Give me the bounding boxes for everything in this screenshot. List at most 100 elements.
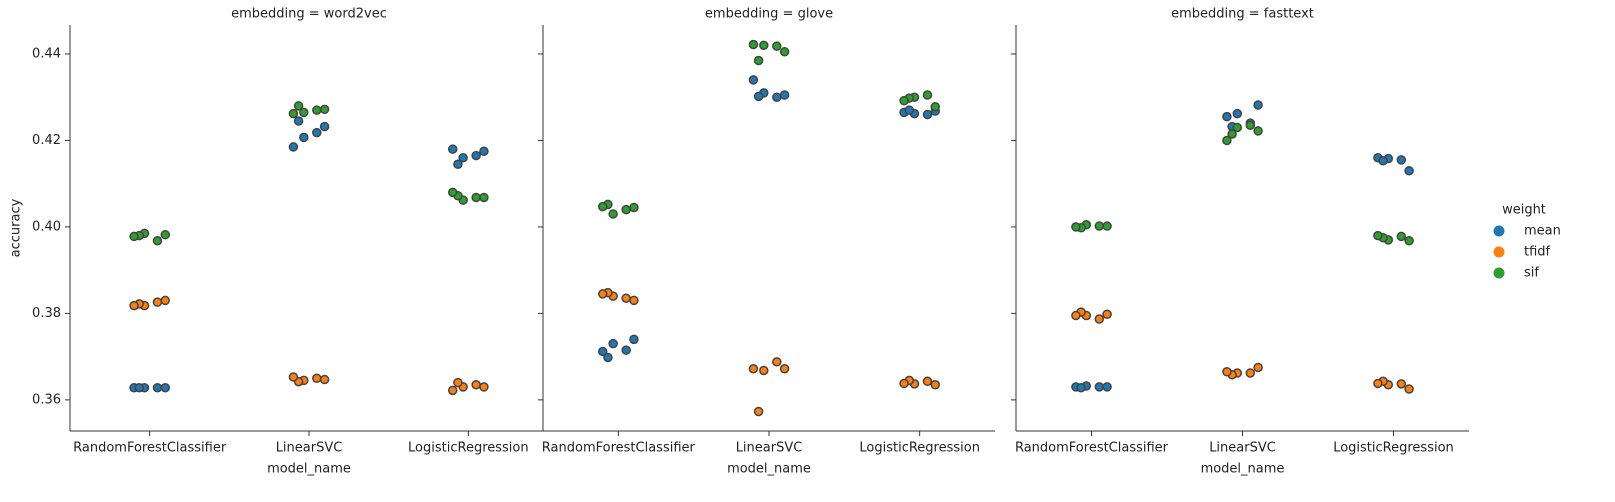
point bbox=[621, 345, 631, 355]
point bbox=[1404, 384, 1414, 394]
point bbox=[312, 127, 322, 138]
x-axis-label: model_name bbox=[267, 462, 351, 477]
point bbox=[152, 383, 163, 393]
point bbox=[1071, 310, 1081, 321]
point bbox=[753, 55, 764, 66]
legend-marker bbox=[1493, 267, 1505, 279]
point bbox=[1102, 221, 1112, 231]
point bbox=[629, 295, 639, 306]
point bbox=[312, 373, 322, 384]
point bbox=[1373, 378, 1383, 389]
point bbox=[1076, 383, 1086, 393]
point bbox=[288, 372, 299, 382]
point bbox=[160, 295, 171, 306]
point bbox=[319, 121, 330, 132]
series bbox=[129, 101, 489, 246]
point bbox=[621, 293, 631, 304]
point bbox=[1071, 222, 1081, 232]
legend-marker bbox=[1493, 225, 1505, 237]
point bbox=[152, 297, 163, 307]
series bbox=[129, 295, 489, 396]
point bbox=[1232, 108, 1243, 119]
point bbox=[293, 101, 304, 111]
series bbox=[597, 75, 941, 363]
point bbox=[1222, 367, 1232, 377]
x-tick-label: LogisticRegression bbox=[1333, 441, 1454, 456]
x-tick-label: LinearSVC bbox=[1209, 441, 1276, 456]
point bbox=[471, 192, 481, 203]
point bbox=[629, 202, 639, 213]
point bbox=[779, 363, 790, 374]
point bbox=[899, 378, 909, 389]
y-axis-label: accuracy bbox=[9, 198, 24, 257]
x-tick-label: LogisticRegression bbox=[408, 441, 529, 456]
x-tick-label: RandomForestClassifier bbox=[1015, 441, 1169, 456]
series bbox=[129, 116, 489, 393]
point bbox=[299, 107, 309, 118]
legend-title: weight bbox=[1502, 203, 1546, 218]
point bbox=[922, 376, 933, 387]
legend-label: sif bbox=[1524, 266, 1539, 281]
point bbox=[930, 379, 941, 390]
point bbox=[922, 90, 933, 100]
point bbox=[288, 142, 299, 152]
point bbox=[597, 201, 608, 212]
facet-title: embedding = glove bbox=[705, 7, 833, 22]
point bbox=[1094, 382, 1105, 392]
point bbox=[748, 75, 759, 85]
point bbox=[1227, 129, 1237, 139]
point bbox=[1404, 165, 1414, 176]
point bbox=[603, 352, 613, 363]
point bbox=[479, 146, 489, 157]
point bbox=[899, 95, 909, 106]
point bbox=[299, 132, 309, 143]
point bbox=[748, 363, 759, 374]
point bbox=[753, 91, 764, 102]
point bbox=[1232, 122, 1243, 133]
x-axis-label: model_name bbox=[1201, 462, 1285, 477]
series bbox=[597, 287, 941, 417]
point bbox=[621, 204, 631, 215]
point bbox=[1094, 221, 1105, 231]
facet-title: embedding = fasttext bbox=[1171, 7, 1314, 22]
point bbox=[629, 334, 639, 345]
point bbox=[748, 39, 759, 50]
point bbox=[152, 236, 163, 246]
y-tick-label: 0.44 bbox=[32, 46, 61, 61]
point bbox=[129, 300, 139, 311]
point bbox=[608, 209, 618, 219]
point bbox=[453, 377, 463, 388]
y-tick-label: 0.38 bbox=[32, 306, 61, 321]
x-tick-label: RandomForestClassifier bbox=[542, 441, 696, 456]
point bbox=[1404, 236, 1414, 246]
series bbox=[1071, 307, 1414, 394]
facet-title: embedding = word2vec bbox=[231, 7, 387, 22]
point bbox=[319, 374, 330, 385]
legend-label: mean bbox=[1524, 224, 1561, 239]
point bbox=[447, 385, 458, 396]
point bbox=[293, 116, 304, 126]
point bbox=[1245, 120, 1256, 131]
point bbox=[458, 152, 468, 163]
point bbox=[1396, 379, 1407, 389]
point bbox=[1222, 111, 1232, 122]
point bbox=[1396, 155, 1407, 165]
point bbox=[1222, 135, 1232, 146]
point bbox=[447, 187, 458, 198]
legend-marker bbox=[1493, 246, 1505, 258]
series bbox=[1071, 100, 1414, 393]
y-tick-label: 0.42 bbox=[32, 133, 61, 148]
point bbox=[1253, 126, 1263, 136]
x-tick-label: LogisticRegression bbox=[859, 441, 980, 456]
point bbox=[1094, 314, 1105, 324]
point bbox=[319, 104, 330, 115]
series bbox=[597, 39, 941, 219]
point bbox=[160, 229, 171, 240]
point bbox=[134, 383, 145, 393]
point bbox=[608, 338, 618, 349]
y-tick-label: 0.40 bbox=[32, 219, 61, 234]
point bbox=[597, 346, 608, 357]
x-tick-label: LinearSVC bbox=[276, 441, 343, 456]
